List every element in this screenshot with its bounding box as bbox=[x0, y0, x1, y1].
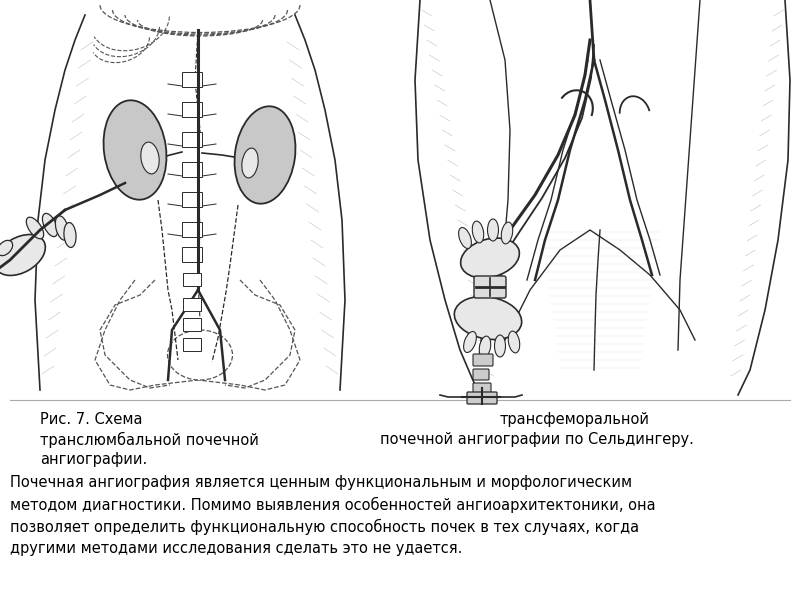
FancyBboxPatch shape bbox=[467, 392, 497, 404]
Ellipse shape bbox=[242, 148, 258, 178]
Text: позволяет определить функциональную способность почек в тех случаях, когда: позволяет определить функциональную спос… bbox=[10, 519, 639, 535]
Bar bbox=[182, 132, 202, 147]
Ellipse shape bbox=[234, 106, 295, 204]
Bar bbox=[183, 338, 201, 351]
Bar bbox=[182, 222, 202, 237]
Ellipse shape bbox=[454, 296, 522, 340]
Ellipse shape bbox=[487, 219, 498, 241]
Ellipse shape bbox=[472, 221, 484, 243]
FancyBboxPatch shape bbox=[473, 354, 493, 366]
Ellipse shape bbox=[0, 235, 46, 275]
Bar bbox=[182, 162, 202, 177]
Ellipse shape bbox=[42, 214, 58, 236]
Ellipse shape bbox=[502, 222, 513, 244]
Bar bbox=[183, 273, 201, 286]
Ellipse shape bbox=[64, 223, 76, 247]
Ellipse shape bbox=[0, 241, 13, 256]
Text: трансфеморальной: трансфеморальной bbox=[500, 412, 650, 427]
Bar bbox=[183, 298, 201, 311]
Text: Рис. 7. Схема: Рис. 7. Схема bbox=[40, 412, 142, 427]
Bar bbox=[182, 72, 202, 87]
Ellipse shape bbox=[479, 336, 490, 358]
Ellipse shape bbox=[458, 227, 471, 248]
Bar bbox=[183, 318, 201, 331]
Ellipse shape bbox=[141, 142, 159, 174]
Bar bbox=[182, 247, 202, 262]
Text: Почечная ангиография является ценным функциональным и морфологическим: Почечная ангиография является ценным фун… bbox=[10, 475, 632, 490]
Ellipse shape bbox=[55, 216, 69, 240]
Ellipse shape bbox=[461, 238, 519, 278]
Text: методом диагностики. Помимо выявления особенностей ангиоархитектоники, она: методом диагностики. Помимо выявления ос… bbox=[10, 497, 656, 513]
Ellipse shape bbox=[494, 335, 506, 357]
Ellipse shape bbox=[103, 100, 166, 200]
Ellipse shape bbox=[26, 217, 44, 239]
FancyBboxPatch shape bbox=[473, 383, 491, 393]
Text: ангиографии.: ангиографии. bbox=[40, 452, 147, 467]
Text: почечной ангиографии по Сельдингеру.: почечной ангиографии по Сельдингеру. bbox=[380, 432, 694, 447]
FancyBboxPatch shape bbox=[474, 276, 506, 298]
FancyBboxPatch shape bbox=[473, 369, 489, 380]
Text: другими методами исследования сделать это не удается.: другими методами исследования сделать эт… bbox=[10, 541, 462, 556]
Ellipse shape bbox=[167, 330, 233, 380]
Bar bbox=[182, 102, 202, 117]
Ellipse shape bbox=[464, 331, 476, 353]
Bar bbox=[182, 192, 202, 207]
Ellipse shape bbox=[508, 331, 520, 353]
Text: транслюмбальной почечной: транслюмбальной почечной bbox=[40, 432, 259, 448]
